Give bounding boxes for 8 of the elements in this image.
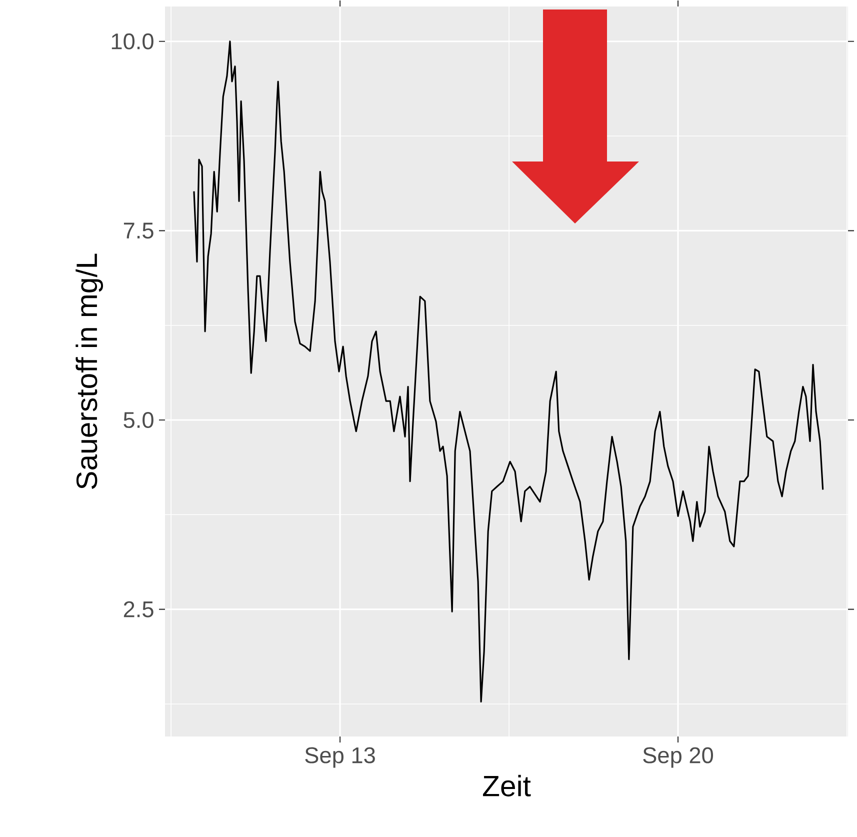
- y-tick-label: 10.0: [112, 34, 154, 50]
- y-axis-title: Sauerstoff in mg/L: [76, 254, 104, 490]
- y-tick-label: 2.5: [124, 602, 154, 618]
- y-tick-label: 7.5: [124, 223, 154, 239]
- x-tick-label: Sep 20: [643, 747, 714, 768]
- x-axis-title: Zeit: [482, 775, 531, 797]
- y-tick-label: 5.0: [124, 412, 154, 428]
- x-tick-label: Sep 13: [305, 747, 375, 768]
